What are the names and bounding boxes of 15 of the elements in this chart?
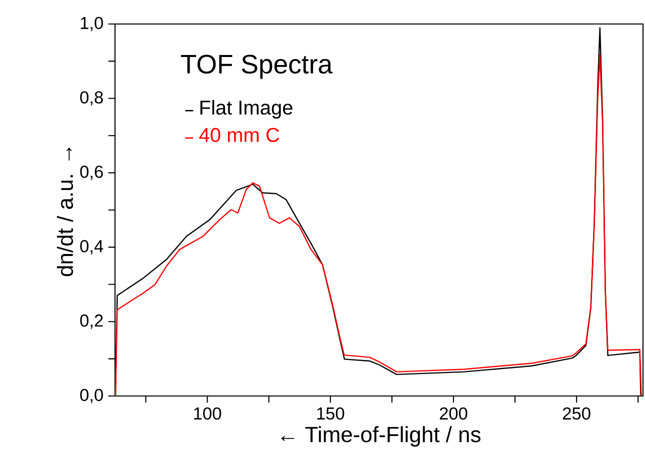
legend-label: Flat Image	[200, 100, 292, 119]
x-tick-label: 200	[440, 407, 468, 420]
x-tick-label: 250	[562, 407, 590, 420]
x-axis-title: ← Time-of-Flight / ns	[281, 426, 480, 447]
text: TOF Spectra	[181, 54, 333, 79]
legend-label: 40 mm C	[199, 128, 280, 142]
y-tick-label: 0,0	[80, 388, 103, 404]
y-tick-label: 0,6	[80, 166, 103, 180]
y-tick-label: 0,4	[80, 240, 104, 254]
y-tick-label: 1,0	[80, 16, 103, 32]
y-axis-title: dn/dt / a.u. →	[56, 147, 74, 276]
y-tick-label: 0,2	[80, 314, 103, 329]
x-tick-label: 150	[317, 407, 344, 420]
y-tick-label: 0,8	[80, 91, 103, 106]
x-tick-label: 100	[194, 407, 222, 420]
